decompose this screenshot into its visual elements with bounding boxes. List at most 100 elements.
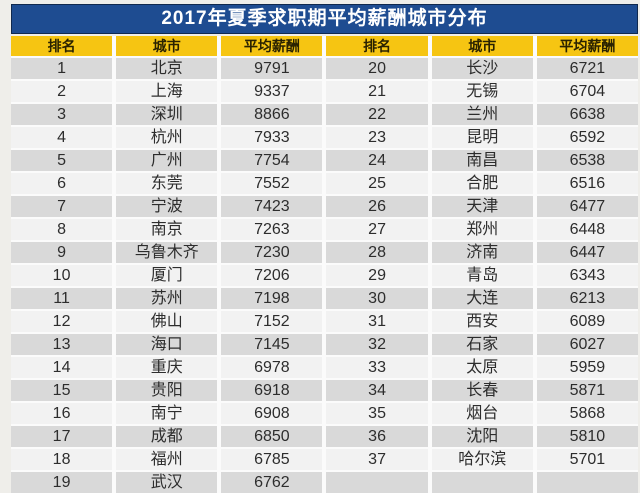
- salary-cell: 6918: [221, 380, 323, 401]
- rank-cell: 6: [11, 173, 113, 194]
- table-title: 2017年夏季求职期平均薪酬城市分布: [161, 8, 488, 29]
- city-cell: 贵阳: [116, 380, 218, 401]
- rank-cell: 7: [11, 196, 113, 217]
- rank-cell: 17: [11, 426, 113, 447]
- salary-cell: 7754: [221, 150, 323, 171]
- rank-cell: 16: [11, 403, 113, 424]
- column-header-rank-right: 排名: [326, 36, 428, 56]
- city-cell: 武汉: [116, 472, 218, 493]
- city-cell: 济南: [431, 242, 533, 263]
- city-cell: 南京: [116, 219, 218, 240]
- rank-cell: 29: [326, 265, 428, 286]
- column-header-city-left: 城市: [116, 36, 218, 56]
- salary-cell: 6704: [536, 81, 638, 102]
- rank-cell: 34: [326, 380, 428, 401]
- salary-cell: 6538: [536, 150, 638, 171]
- salary-cell: 6785: [221, 449, 323, 470]
- salary-cell: 9337: [221, 81, 323, 102]
- salary-cell: 9791: [221, 58, 323, 79]
- rank-cell: 23: [326, 127, 428, 148]
- city-cell: 苏州: [116, 288, 218, 309]
- city-cell: 南昌: [431, 150, 533, 171]
- salary-cell: 5959: [536, 357, 638, 378]
- rank-cell: 12: [11, 311, 113, 332]
- city-cell: 沈阳: [431, 426, 533, 447]
- city-cell: 北京: [116, 58, 218, 79]
- rank-cell: 25: [326, 173, 428, 194]
- salary-cell: 6213: [536, 288, 638, 309]
- salary-cell: 7263: [221, 219, 323, 240]
- salary-cell: 7933: [221, 127, 323, 148]
- salary-cell: 6762: [221, 472, 323, 493]
- salary-cell: 5868: [536, 403, 638, 424]
- rank-cell: [326, 472, 428, 493]
- salary-cell: 6516: [536, 173, 638, 194]
- rank-cell: 32: [326, 334, 428, 355]
- rank-cell: 1: [11, 58, 113, 79]
- salary-cell: 6638: [536, 104, 638, 125]
- rank-cell: 19: [11, 472, 113, 493]
- rank-cell: 21: [326, 81, 428, 102]
- column-header-rank-left: 排名: [11, 36, 113, 56]
- rank-cell: 14: [11, 357, 113, 378]
- city-cell: 深圳: [116, 104, 218, 125]
- city-cell: 厦门: [116, 265, 218, 286]
- column-header-city-right: 城市: [431, 36, 533, 56]
- salary-cell: 6592: [536, 127, 638, 148]
- city-cell: 太原: [431, 357, 533, 378]
- salary-cell: 7423: [221, 196, 323, 217]
- salary-cell: 5810: [536, 426, 638, 447]
- salary-cell: 6908: [221, 403, 323, 424]
- rank-cell: 9: [11, 242, 113, 263]
- salary-cell: 6448: [536, 219, 638, 240]
- city-cell: 天津: [431, 196, 533, 217]
- salary-cell: 5871: [536, 380, 638, 401]
- rank-cell: 22: [326, 104, 428, 125]
- rank-cell: 15: [11, 380, 113, 401]
- city-cell: 昆明: [431, 127, 533, 148]
- city-cell: 东莞: [116, 173, 218, 194]
- rank-cell: 37: [326, 449, 428, 470]
- rank-cell: 27: [326, 219, 428, 240]
- city-cell: 上海: [116, 81, 218, 102]
- rank-cell: 30: [326, 288, 428, 309]
- rank-cell: 10: [11, 265, 113, 286]
- city-cell: 兰州: [431, 104, 533, 125]
- rank-cell: 36: [326, 426, 428, 447]
- rank-cell: 11: [11, 288, 113, 309]
- rank-cell: 5: [11, 150, 113, 171]
- city-cell: 宁波: [116, 196, 218, 217]
- salary-cell: 6978: [221, 357, 323, 378]
- rank-cell: 28: [326, 242, 428, 263]
- city-cell: 福州: [116, 449, 218, 470]
- city-cell: 哈尔滨: [431, 449, 533, 470]
- city-cell: 大连: [431, 288, 533, 309]
- city-cell: 乌鲁木齐: [116, 242, 218, 263]
- city-cell: 广州: [116, 150, 218, 171]
- city-cell: 西安: [431, 311, 533, 332]
- rank-cell: 35: [326, 403, 428, 424]
- rank-cell: 26: [326, 196, 428, 217]
- city-cell: 烟台: [431, 403, 533, 424]
- rank-cell: 2: [11, 81, 113, 102]
- salary-cell: 6477: [536, 196, 638, 217]
- rank-cell: 8: [11, 219, 113, 240]
- rank-cell: 18: [11, 449, 113, 470]
- city-cell: [431, 472, 533, 493]
- salary-cell: 6850: [221, 426, 323, 447]
- salary-cell: 8866: [221, 104, 323, 125]
- city-cell: 无锡: [431, 81, 533, 102]
- rank-cell: 31: [326, 311, 428, 332]
- rank-cell: 33: [326, 357, 428, 378]
- salary-table: 排名 城市 平均薪酬 排名 城市 平均薪酬 1 北京 9791 20 长沙 6721 2 上海…: [11, 36, 638, 493]
- rank-cell: 13: [11, 334, 113, 355]
- rank-cell: 3: [11, 104, 113, 125]
- column-header-salary-left: 平均薪酬: [221, 36, 323, 56]
- city-cell: 郑州: [431, 219, 533, 240]
- salary-cell: 7152: [221, 311, 323, 332]
- table-title-bar: 2017年夏季求职期平均薪酬城市分布: [11, 4, 638, 34]
- salary-cell: 7552: [221, 173, 323, 194]
- city-cell: 合肥: [431, 173, 533, 194]
- salary-cell: [536, 472, 638, 493]
